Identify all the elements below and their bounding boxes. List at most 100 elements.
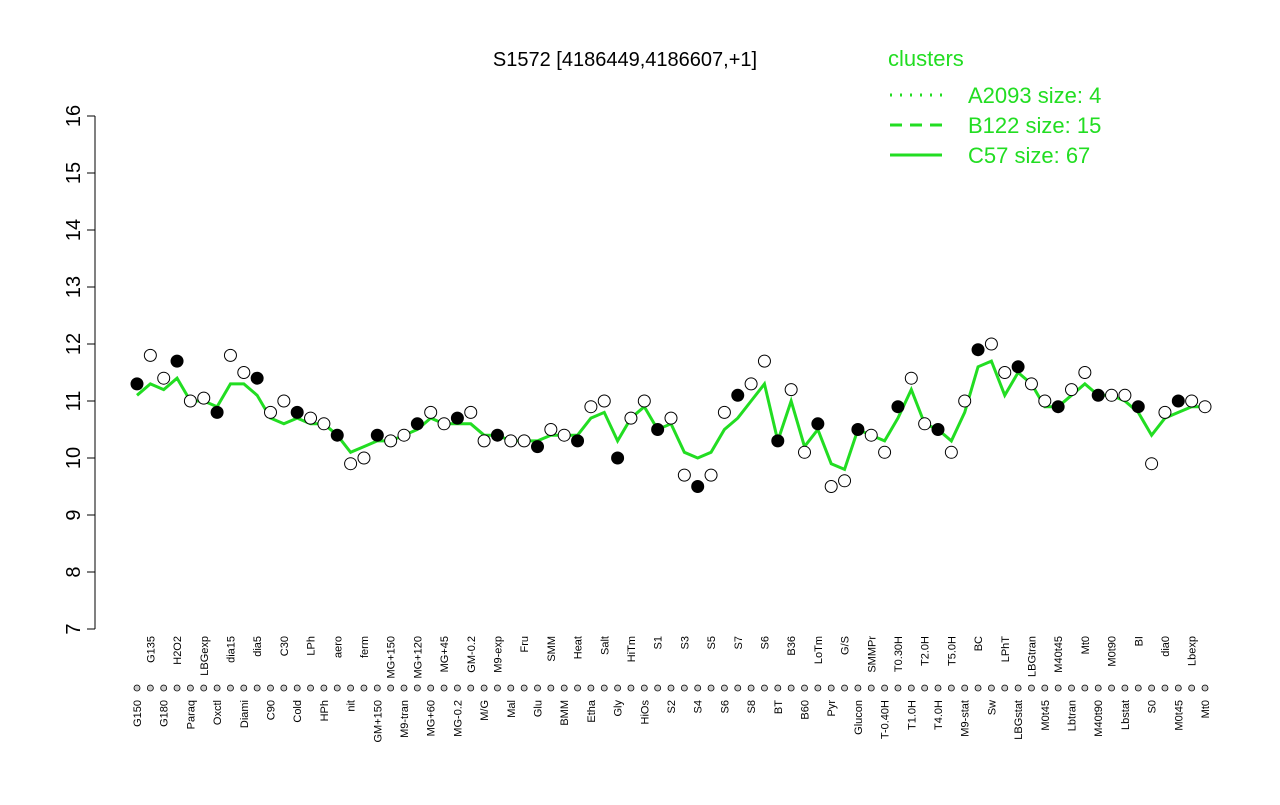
x-tick-label: M/G bbox=[479, 700, 491, 721]
category-dot bbox=[587, 684, 595, 692]
x-tick-label: S6 bbox=[719, 700, 731, 713]
x-tick-label: LPh bbox=[306, 636, 318, 656]
category-dot bbox=[1081, 684, 1089, 692]
data-point bbox=[490, 428, 504, 442]
category-dot bbox=[160, 684, 168, 692]
data-point bbox=[1158, 405, 1172, 419]
category-dot bbox=[560, 684, 568, 692]
x-tick-label: LBGexp bbox=[199, 636, 211, 676]
data-point bbox=[437, 417, 451, 431]
x-tick-label: M40t45 bbox=[1053, 636, 1065, 673]
category-dot bbox=[547, 684, 555, 692]
data-point bbox=[944, 445, 958, 459]
data-point bbox=[731, 388, 745, 402]
x-tick-label: S6 bbox=[759, 636, 771, 649]
data-point bbox=[237, 366, 251, 379]
data-point bbox=[250, 371, 264, 385]
data-point bbox=[210, 405, 224, 419]
x-tick-label: B36 bbox=[786, 636, 798, 656]
x-tick-label: MG-0.2 bbox=[452, 700, 464, 737]
data-point bbox=[370, 428, 384, 442]
category-dot bbox=[413, 684, 421, 692]
category-dot bbox=[801, 684, 808, 692]
data-point bbox=[1131, 400, 1145, 414]
category-dot bbox=[1001, 684, 1009, 692]
category-dot bbox=[200, 684, 208, 692]
data-point bbox=[704, 468, 718, 482]
category-dot bbox=[133, 684, 141, 692]
data-point bbox=[464, 405, 478, 419]
category-dot bbox=[467, 684, 475, 692]
y-tick-label: 9 bbox=[63, 509, 85, 520]
x-tick-label: C90 bbox=[266, 700, 278, 720]
data-point bbox=[517, 434, 531, 448]
y-tick-label: 14 bbox=[63, 219, 85, 241]
category-dot bbox=[320, 684, 328, 692]
x-tick-label: BT bbox=[773, 700, 785, 714]
x-tick-label: Mt0 bbox=[1200, 700, 1212, 718]
x-tick-label: HiOs bbox=[639, 700, 651, 725]
category-dot bbox=[1148, 684, 1155, 692]
data-point bbox=[317, 417, 331, 431]
category-dot bbox=[814, 684, 822, 692]
data-point bbox=[410, 417, 424, 431]
x-tick-label: Diami bbox=[239, 700, 251, 728]
x-tick-label: Lbstat bbox=[1120, 700, 1132, 730]
x-tick-label: Lbtran bbox=[1067, 700, 1079, 731]
x-tick-label: dia0 bbox=[1160, 636, 1172, 657]
data-point bbox=[597, 394, 611, 408]
chart-title: S1572 [4186449,4186607,+1] bbox=[493, 49, 757, 71]
data-point bbox=[384, 434, 398, 448]
x-tick-label: LBGstat bbox=[1013, 700, 1025, 740]
data-point bbox=[624, 411, 638, 425]
data-point bbox=[450, 411, 464, 425]
category-dot bbox=[1041, 684, 1049, 692]
data-point bbox=[664, 411, 678, 425]
category-dot bbox=[654, 684, 662, 692]
y-tick-label: 12 bbox=[63, 333, 85, 355]
category-dot bbox=[480, 684, 488, 692]
category-dot bbox=[734, 684, 742, 692]
category-dot bbox=[947, 684, 955, 692]
y-tick-label: 15 bbox=[63, 162, 85, 184]
data-point bbox=[998, 366, 1012, 379]
category-dot bbox=[867, 684, 875, 692]
x-tick-label: LPhT bbox=[1000, 636, 1012, 663]
x-tick-label: BC bbox=[973, 636, 985, 651]
data-point bbox=[477, 434, 491, 448]
data-point bbox=[330, 428, 344, 442]
legend-title: clusters bbox=[888, 46, 964, 71]
x-tick-label: S2 bbox=[666, 700, 678, 713]
data-point bbox=[891, 400, 905, 414]
x-tick-label: dia5 bbox=[252, 636, 264, 657]
data-point bbox=[357, 451, 371, 465]
x-tick-label: G/S bbox=[840, 636, 852, 655]
data-point bbox=[143, 348, 157, 362]
category-dot bbox=[1028, 684, 1035, 692]
category-dot bbox=[534, 684, 541, 692]
category-dot bbox=[280, 684, 288, 692]
category-dot bbox=[213, 684, 221, 692]
category-dot bbox=[787, 684, 795, 692]
data-point bbox=[544, 423, 558, 436]
y-tick-label: 7 bbox=[63, 623, 85, 634]
data-point bbox=[717, 405, 731, 419]
x-tick-label: T5.0H bbox=[946, 636, 958, 666]
x-tick-label: M0t90 bbox=[1107, 636, 1119, 667]
data-point bbox=[784, 383, 798, 397]
y-tick-label: 11 bbox=[63, 391, 85, 412]
category-dot bbox=[1054, 684, 1062, 692]
category-dot bbox=[614, 684, 621, 692]
x-tick-label: S1 bbox=[653, 636, 665, 649]
category-dot bbox=[1068, 684, 1075, 692]
x-tick-label: LoTm bbox=[813, 636, 825, 664]
data-point bbox=[304, 411, 318, 425]
data-point bbox=[1024, 377, 1038, 391]
category-dot bbox=[373, 684, 381, 692]
category-dot bbox=[667, 684, 675, 692]
data-point bbox=[130, 377, 144, 391]
x-tick-label: S7 bbox=[733, 636, 745, 649]
category-dot bbox=[1121, 684, 1129, 692]
data-point bbox=[611, 451, 625, 465]
x-tick-label: M9-tran bbox=[399, 700, 411, 738]
